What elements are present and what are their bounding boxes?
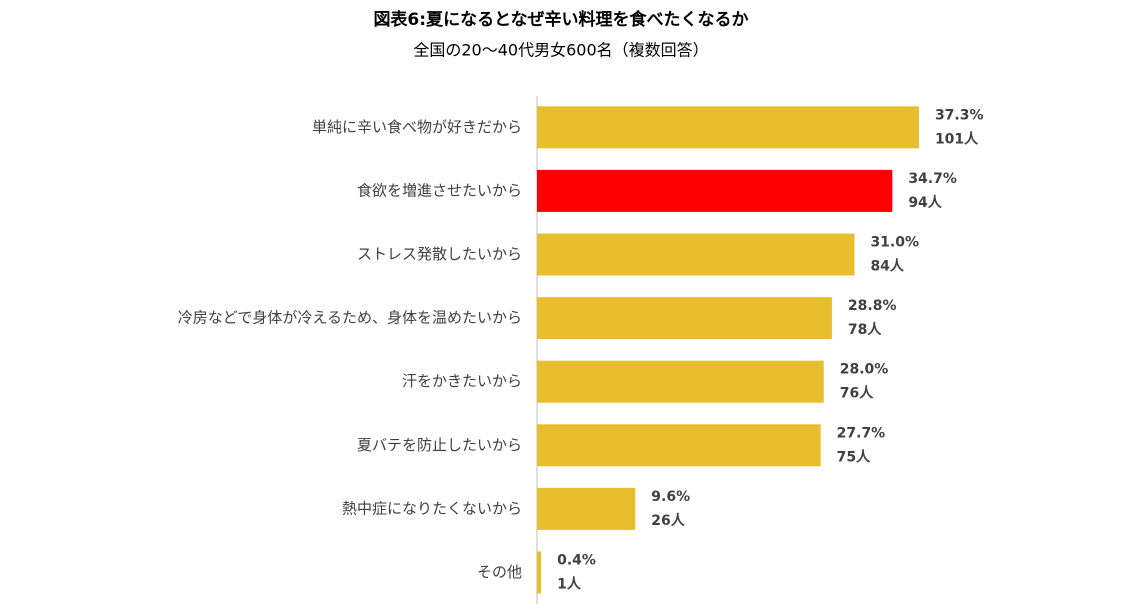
bar xyxy=(537,297,832,340)
count-label: 1人 xyxy=(557,576,582,593)
category-label: 単純に辛い食べ物が好きだから xyxy=(312,118,522,136)
bar xyxy=(537,106,919,149)
chart-subtitle: 全国の20～40代男女600名（複数回答） xyxy=(413,41,708,60)
count-label: 94人 xyxy=(908,194,942,211)
chart-title: 図表6:夏になるとなぜ辛い料理を食べたくなるか xyxy=(373,9,748,30)
value-label: 28.8% xyxy=(848,298,897,314)
bar xyxy=(537,169,893,212)
category-label: ストレス発散したいから xyxy=(357,245,522,263)
count-label: 101人 xyxy=(935,130,979,147)
bar xyxy=(537,424,821,467)
count-label: 76人 xyxy=(840,385,874,402)
bar xyxy=(537,360,824,403)
value-label: 34.7% xyxy=(908,171,957,187)
value-label: 9.6% xyxy=(651,489,690,505)
value-label: 28.0% xyxy=(840,362,889,378)
count-label: 84人 xyxy=(870,258,904,275)
bar xyxy=(537,233,855,276)
value-label: 37.3% xyxy=(935,107,984,123)
category-label: 汗をかきたいから xyxy=(402,372,522,390)
category-label: 冷房などで身体が冷えるため、身体を温めたいから xyxy=(178,309,522,327)
count-label: 26人 xyxy=(651,512,685,529)
value-label: 31.0% xyxy=(870,235,919,251)
category-label: 熱中症になりたくないから xyxy=(342,499,522,517)
bar xyxy=(537,487,636,530)
value-label: 27.7% xyxy=(837,425,886,441)
category-label: 夏バテを防止したいから xyxy=(357,436,522,454)
count-label: 78人 xyxy=(848,321,882,338)
count-label: 75人 xyxy=(837,448,871,465)
category-label: 食欲を増進させたいから xyxy=(357,181,522,199)
category-label: その他 xyxy=(477,563,522,581)
value-label: 0.4% xyxy=(557,553,596,569)
bar xyxy=(537,551,542,594)
